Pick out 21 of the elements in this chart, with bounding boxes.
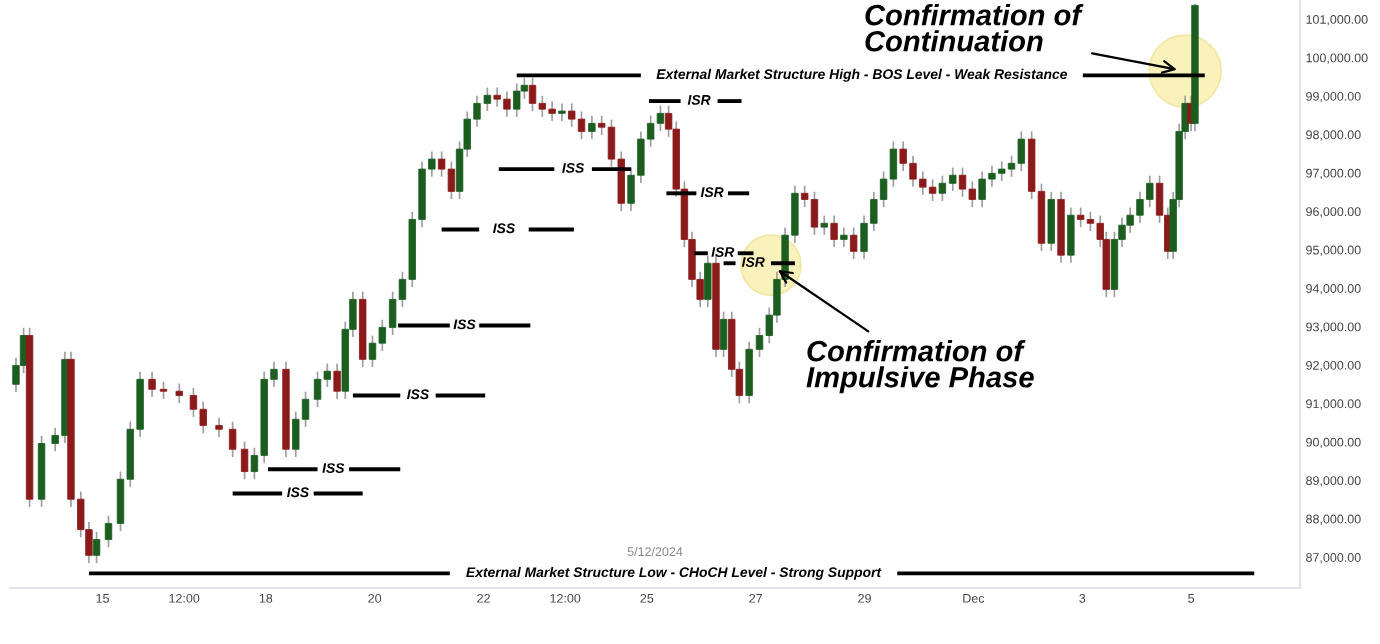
candlestick — [719, 310, 728, 358]
candlestick — [1067, 206, 1075, 264]
annotation: Confirmation of Impulsive Phase — [806, 340, 1034, 394]
candlestick — [820, 214, 828, 236]
candlestick — [840, 226, 848, 248]
candlestick — [513, 82, 521, 118]
candlestick — [215, 416, 223, 438]
annotation: Confirmation of Continuation — [865, 4, 1084, 52]
candlestick — [1047, 190, 1055, 252]
candlestick — [849, 226, 858, 260]
candlestick — [175, 382, 183, 404]
candlestick — [240, 440, 249, 481]
candlestick — [92, 531, 101, 564]
candlestick — [830, 214, 838, 248]
candlestick — [333, 362, 341, 400]
candlestick — [558, 102, 566, 122]
candlestick — [588, 114, 596, 140]
candlestick — [704, 254, 712, 308]
candlestick — [148, 370, 156, 398]
candlestick — [228, 420, 237, 458]
candlestick — [104, 514, 113, 549]
